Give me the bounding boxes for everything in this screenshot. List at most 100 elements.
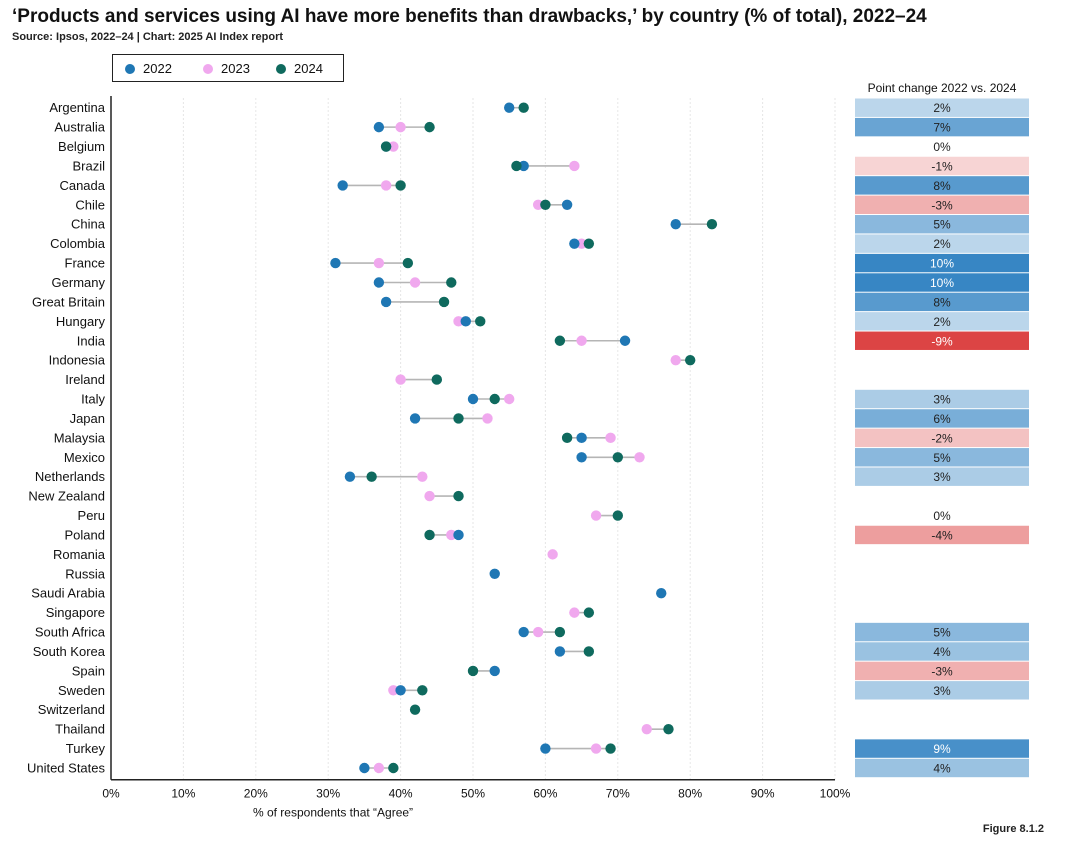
point-2024 xyxy=(402,257,414,269)
point-2023 xyxy=(504,393,515,405)
point-2022 xyxy=(467,393,479,405)
country-label: Ireland xyxy=(65,372,105,387)
change-cell-label: -4% xyxy=(931,528,953,542)
point-2023 xyxy=(634,452,645,463)
change-cell-bg xyxy=(855,195,1029,215)
point-2023 xyxy=(453,316,464,327)
change-cell-label: -3% xyxy=(931,198,953,212)
point-2022 xyxy=(561,199,573,211)
point-2024 xyxy=(540,199,551,211)
country-label: Great Britain xyxy=(32,294,105,309)
point-2023 xyxy=(590,510,602,521)
change-cell-label: -9% xyxy=(931,334,953,348)
change-cell-bg xyxy=(855,661,1029,681)
point-2022 xyxy=(373,121,385,133)
change-column-title: Point change 2022 vs. 2024 xyxy=(868,81,1017,95)
point-2022 xyxy=(504,102,515,113)
change-cell-label: 4% xyxy=(933,761,951,775)
point-2022 xyxy=(518,626,529,638)
point-2024 xyxy=(518,102,529,113)
country-label: Italy xyxy=(81,392,105,407)
country-label: United States xyxy=(27,760,106,775)
x-tick-label: 50% xyxy=(461,787,485,801)
change-cell-bg xyxy=(855,253,1029,273)
change-cell-bg xyxy=(855,409,1029,428)
change-cell-bg xyxy=(855,525,1029,545)
point-2024 xyxy=(438,296,450,308)
point-2024 xyxy=(554,626,566,638)
point-2022 xyxy=(373,277,385,288)
legend: 2022 2023 2024 xyxy=(112,54,344,82)
change-cell-bg xyxy=(855,215,1029,234)
point-2022 xyxy=(576,432,587,444)
legend-marker-2024 xyxy=(276,63,286,74)
x-tick-label: 20% xyxy=(244,787,268,801)
country-label: Romania xyxy=(53,547,106,562)
change-cell-bg xyxy=(855,292,1029,312)
country-label: Saudi Arabia xyxy=(31,586,105,601)
country-label: Singapore xyxy=(46,605,105,620)
point-2024 xyxy=(612,510,623,521)
point-2023 xyxy=(395,121,406,133)
country-label: Belgium xyxy=(58,139,105,154)
legend-label-2022: 2022 xyxy=(143,61,172,76)
change-cell-bg xyxy=(855,389,1029,409)
country-label: Spain xyxy=(72,663,105,678)
point-2024 xyxy=(380,141,392,152)
change-cell-label: 6% xyxy=(933,412,951,426)
change-cell-bg xyxy=(855,273,1029,292)
change-cell-bg xyxy=(855,234,1029,253)
change-cell-bg xyxy=(855,331,1029,350)
point-2023 xyxy=(409,277,421,288)
point-2023 xyxy=(424,490,435,502)
point-2023 xyxy=(373,762,385,774)
figure-label: Figure 8.1.2 xyxy=(982,823,1044,835)
point-2024 xyxy=(489,393,500,405)
point-2023 xyxy=(446,529,457,541)
change-cell-bg xyxy=(855,428,1029,448)
country-label: Turkey xyxy=(66,741,106,756)
point-2024 xyxy=(366,471,377,482)
point-2023 xyxy=(605,432,616,444)
point-2023 xyxy=(482,413,493,424)
point-2022 xyxy=(330,257,341,269)
country-label: Poland xyxy=(65,527,105,542)
point-2023 xyxy=(388,685,399,696)
point-2024 xyxy=(467,665,479,677)
point-2024 xyxy=(475,316,486,327)
point-2024 xyxy=(706,219,718,230)
point-2023 xyxy=(576,335,587,346)
change-cell-label: 7% xyxy=(933,121,951,135)
change-cell-label: 10% xyxy=(930,276,954,290)
point-2023 xyxy=(373,257,385,269)
point-2022 xyxy=(576,452,587,463)
point-2022 xyxy=(489,665,500,677)
point-2024 xyxy=(446,277,457,288)
legend-marker-2022 xyxy=(125,63,135,74)
change-cell-bg xyxy=(855,739,1029,758)
change-cell-bg xyxy=(855,622,1029,642)
point-2024 xyxy=(583,607,595,618)
change-cell-label: 0% xyxy=(933,509,951,523)
point-2024 xyxy=(424,121,435,133)
point-2023 xyxy=(641,723,652,735)
change-cell-label: 2% xyxy=(933,237,951,251)
change-cell-label: -3% xyxy=(931,664,953,678)
point-2022 xyxy=(359,762,370,774)
point-2023 xyxy=(380,180,392,191)
point-2023 xyxy=(569,607,580,618)
change-cell-label: 3% xyxy=(933,470,951,484)
change-cell-label: 5% xyxy=(933,218,951,232)
change-cell-bg xyxy=(855,312,1029,331)
point-2022 xyxy=(395,685,406,696)
country-label: Mexico xyxy=(64,450,105,465)
chart-title: ‘Products and services using AI have mor… xyxy=(12,6,927,27)
point-2023 xyxy=(670,354,681,366)
x-axis-label: % of respondents that “Agree” xyxy=(253,806,413,820)
point-2023 xyxy=(576,238,587,249)
change-cell-label: 8% xyxy=(933,179,951,193)
point-2024 xyxy=(453,413,464,424)
point-2022 xyxy=(569,238,580,249)
country-label: Thailand xyxy=(55,722,105,737)
